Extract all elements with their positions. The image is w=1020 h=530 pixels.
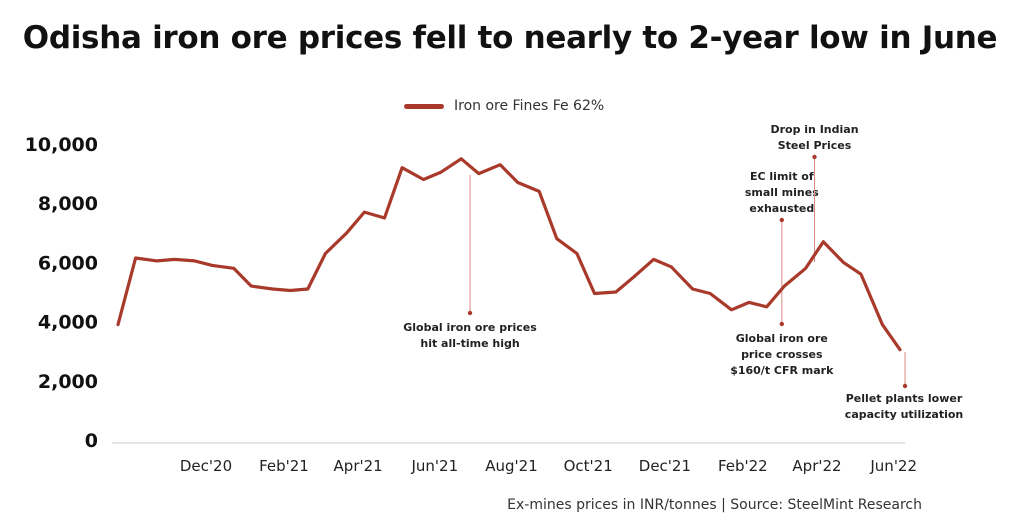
- annotation-dot: [812, 154, 817, 160]
- x-tick-label: Apr'22: [792, 457, 841, 475]
- annotation-text-line: EC limit of: [750, 170, 814, 183]
- annotation: Pellet plants lower capacity utilization: [845, 352, 963, 421]
- y-tick-label: 8,000: [38, 193, 98, 215]
- chart-title: Odisha iron ore prices fell to nearly to…: [22, 20, 998, 56]
- legend-label: Iron ore Fines Fe 62%: [454, 98, 605, 114]
- annotation-text-line: Pellet plants lower: [846, 392, 963, 405]
- y-axis: 0 2,000 4,000 6,000 8,000 10,000: [25, 134, 98, 452]
- series-group: [116, 157, 902, 352]
- x-tick-label: Dec'20: [180, 457, 232, 475]
- annotation-text-line: capacity utilization: [845, 408, 963, 421]
- annotation-text: EC limit of small mines exhausted: [745, 170, 819, 215]
- x-tick-label: Aug'21: [485, 457, 538, 475]
- annotation-text-line: Steel Prices: [778, 139, 852, 152]
- annotation: Global iron ore price crosses $160/t CFR m…: [730, 321, 834, 377]
- annotation: Drop in Indian Steel Prices: [770, 123, 859, 262]
- y-tick-label: 6,000: [38, 252, 98, 274]
- source-note: Ex-mines prices in INR/tonnes | Source: …: [507, 497, 922, 513]
- x-tick-label: Apr'21: [334, 457, 383, 475]
- annotation-text-line: exhausted: [749, 202, 814, 215]
- annotation-text: Pellet plants lower capacity utilization: [845, 392, 963, 421]
- annotation-dot: [779, 321, 785, 327]
- y-tick-label: 10,000: [25, 134, 98, 156]
- annotations: Global iron ore prices hit all-time high E…: [403, 123, 963, 421]
- x-tick-label: Feb'21: [259, 457, 309, 475]
- annotation-text-line: small mines: [745, 186, 819, 199]
- annotation: EC limit of small mines exhausted: [745, 170, 819, 324]
- annotation-text-line: hit all-time high: [420, 337, 519, 350]
- annotation-text: Global iron ore prices hit all-time high: [403, 321, 537, 350]
- annotation-text-line: Global iron ore prices: [403, 321, 537, 334]
- x-axis: Dec'20 Feb'21 Apr'21 Jun'21 Aug'21 Oct'21 Dec'…: [112, 442, 917, 475]
- annotation-text: Drop in Indian Steel Prices: [770, 123, 858, 152]
- x-tick-label: Dec'21: [639, 457, 691, 475]
- x-tick-label: Jun'21: [410, 457, 458, 475]
- annotation-dot: [902, 383, 908, 389]
- annotation-dot: [779, 217, 785, 223]
- annotation-text-line: price crosses: [741, 348, 823, 361]
- y-tick-label: 0: [85, 430, 98, 452]
- annotation-text: Global iron ore price crosses $160/t CFR m…: [730, 332, 834, 377]
- x-tick-label: Feb'22: [718, 457, 768, 475]
- y-tick-label: 4,000: [38, 312, 98, 334]
- annotation-text-line: $160/t CFR mark: [730, 364, 834, 377]
- annotation-dot: [467, 310, 473, 316]
- x-tick-label: Jun'22: [869, 457, 917, 475]
- annotation-text-line: Drop in Indian: [770, 123, 858, 136]
- legend: Iron ore Fines Fe 62%: [404, 98, 604, 114]
- x-tick-label: Oct'21: [564, 457, 613, 475]
- series-line: [116, 157, 902, 352]
- annotation-text-line: Global iron ore: [736, 332, 828, 345]
- y-tick-label: 2,000: [38, 371, 98, 393]
- annotation: Global iron ore prices hit all-time high: [403, 175, 537, 350]
- legend-swatch: [404, 103, 444, 109]
